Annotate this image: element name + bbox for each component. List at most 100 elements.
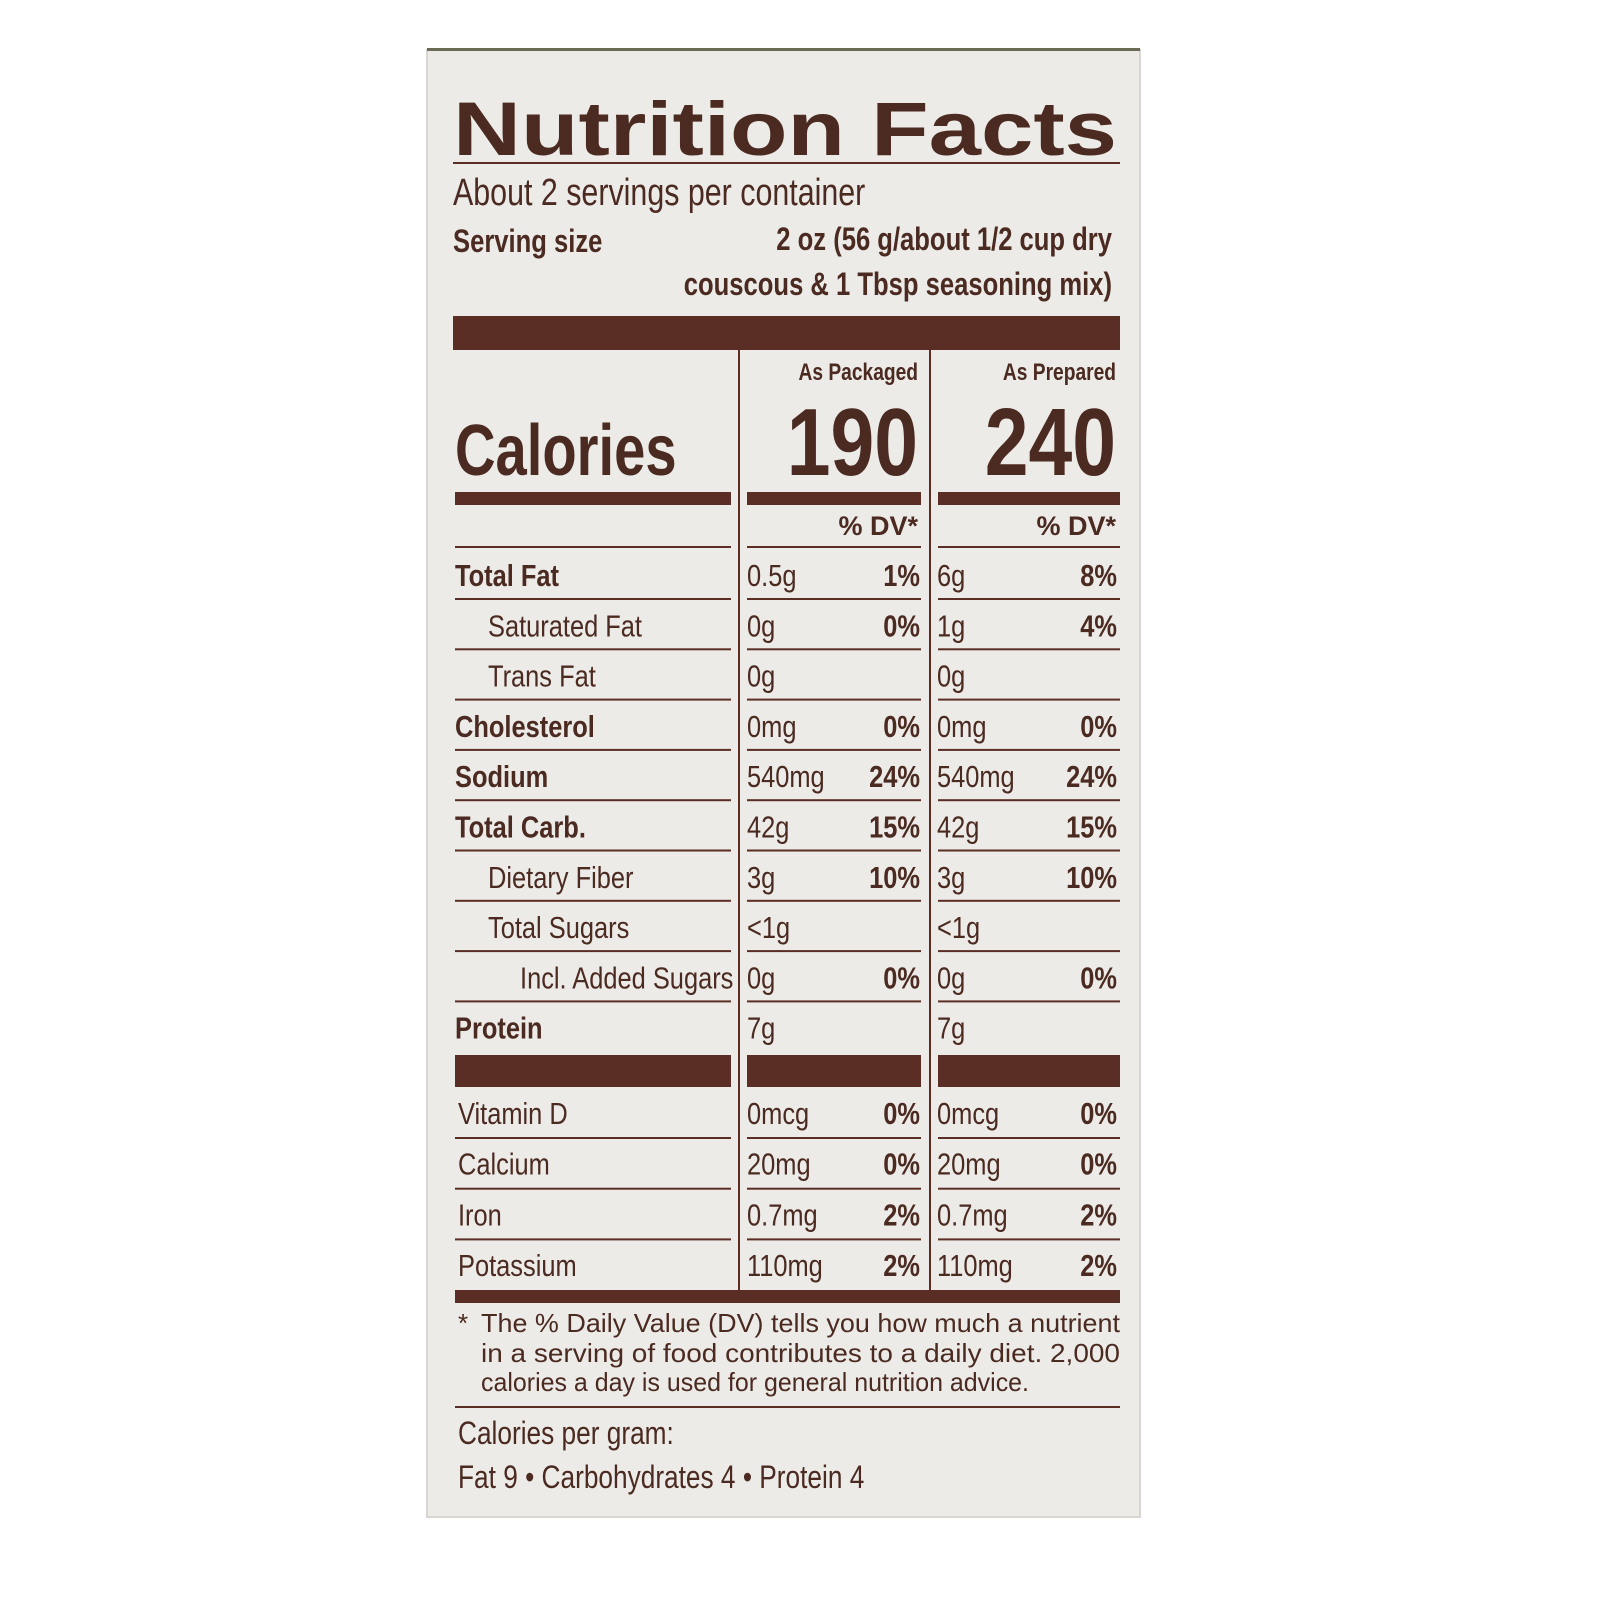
amount: 20mg (937, 1147, 1001, 1182)
medium-bar (455, 1290, 1120, 1303)
row-rule (747, 950, 921, 953)
row-rule (455, 1137, 731, 1139)
row-rule (938, 648, 1120, 651)
serving-size-value: 2 oz (56 g/about 1/2 cup dry (776, 221, 1112, 257)
row-rule (938, 1137, 1120, 1139)
footnote: calories a day is used for general nutri… (481, 1367, 1029, 1397)
amount: 0mg (937, 709, 987, 744)
daily-value: 0% (1080, 960, 1117, 995)
amount: 0g (747, 960, 775, 995)
row-rule (747, 748, 921, 751)
nutrient-name: Cholesterol (455, 709, 595, 744)
daily-value: 0% (1080, 1147, 1117, 1182)
amount: 0mcg (937, 1096, 999, 1131)
row-rule (747, 648, 921, 651)
vitamin-name: Vitamin D (458, 1096, 568, 1131)
daily-value: 8% (1080, 558, 1117, 593)
daily-value: 2% (883, 1248, 920, 1283)
daily-value: 15% (1066, 810, 1117, 845)
servings: About 2 servings per container (453, 172, 866, 214)
row-rule (747, 546, 921, 548)
row-rule (747, 799, 921, 802)
row-rule (747, 1187, 921, 1190)
medium-bar (938, 492, 1120, 505)
row-rule (455, 748, 731, 751)
amount: 42g (747, 810, 789, 845)
nutrient-name: Total Fat (455, 558, 559, 593)
row-rule (938, 799, 1120, 802)
row-rule (747, 598, 921, 600)
amount: <1g (937, 910, 980, 945)
row-rule (938, 899, 1120, 902)
thick-bar (747, 1055, 921, 1087)
amount: 7g (937, 1011, 965, 1046)
vitamin-name: Potassium (458, 1248, 577, 1283)
calories-per-gram-label: Calories per gram: (458, 1415, 674, 1451)
medium-bar (747, 492, 921, 505)
amount: 3g (937, 860, 965, 895)
daily-value: 2% (1080, 1248, 1117, 1283)
row-rule (455, 899, 731, 902)
calories-value: 190 (787, 389, 918, 496)
daily-value: 0% (883, 709, 920, 744)
amount: 540mg (747, 759, 825, 794)
daily-value: 0% (883, 608, 920, 643)
row-rule (455, 950, 731, 953)
row-rule (938, 1000, 1120, 1003)
serving-size-value: couscous & 1 Tbsp seasoning mix) (684, 266, 1112, 302)
thick-bar (938, 1055, 1120, 1087)
amount: 540mg (937, 759, 1015, 794)
nutrient-name: Total Sugars (488, 910, 629, 945)
daily-value: 0% (883, 960, 920, 995)
medium-bar (455, 492, 731, 505)
nutrient-name: Incl. Added Sugars (520, 960, 733, 995)
daily-value: 2% (883, 1197, 920, 1232)
row-rule (938, 1238, 1120, 1241)
row-rule (747, 899, 921, 902)
footnote-marker: * (458, 1308, 468, 1338)
row-rule (455, 1238, 731, 1241)
amount: 0g (937, 659, 965, 694)
nutrient-name: Dietary Fiber (488, 860, 634, 895)
daily-value: 0% (883, 1096, 920, 1131)
amount: 0.7mg (747, 1197, 818, 1232)
serving-size-label: Serving size (453, 223, 602, 259)
daily-value: 1% (883, 558, 920, 593)
row-rule (747, 1238, 921, 1241)
row-rule (455, 1000, 731, 1003)
row-rule (938, 698, 1120, 701)
thick-bar (455, 1055, 731, 1087)
daily-value: 24% (869, 759, 920, 794)
amount: 0.7mg (937, 1197, 1008, 1232)
amount: 110mg (937, 1248, 1013, 1283)
row-rule (455, 799, 731, 802)
amount: 3g (747, 860, 775, 895)
daily-value: 10% (869, 860, 920, 895)
row-rule (747, 849, 921, 852)
footnote: The % Daily Value (DV) tells you how muc… (481, 1308, 1121, 1338)
nutrient-name: Sodium (455, 759, 548, 794)
column-header: As Packaged (799, 359, 919, 386)
amount: 110mg (747, 1248, 823, 1283)
daily-value: 0% (1080, 1096, 1117, 1131)
row-rule (747, 698, 921, 701)
nutrient-name: Total Carb. (455, 810, 586, 845)
row-rule (455, 698, 731, 701)
column-divider (929, 350, 931, 1290)
label-panel (426, 49, 1141, 1518)
row-rule (938, 1187, 1120, 1190)
nutrient-name: Protein (455, 1011, 543, 1046)
rule (453, 162, 1120, 164)
daily-value: 0% (1080, 709, 1117, 744)
nutrient-name: Trans Fat (488, 659, 596, 694)
daily-value: 24% (1066, 759, 1117, 794)
vitamin-name: Iron (458, 1197, 502, 1232)
amount: <1g (747, 910, 790, 945)
column-divider (738, 350, 740, 1290)
row-rule (455, 648, 731, 651)
thick-bar (453, 316, 1120, 350)
calories-value: 240 (985, 389, 1116, 496)
daily-value: 2% (1080, 1197, 1117, 1232)
amount: 0g (937, 960, 965, 995)
row-rule (938, 546, 1120, 548)
